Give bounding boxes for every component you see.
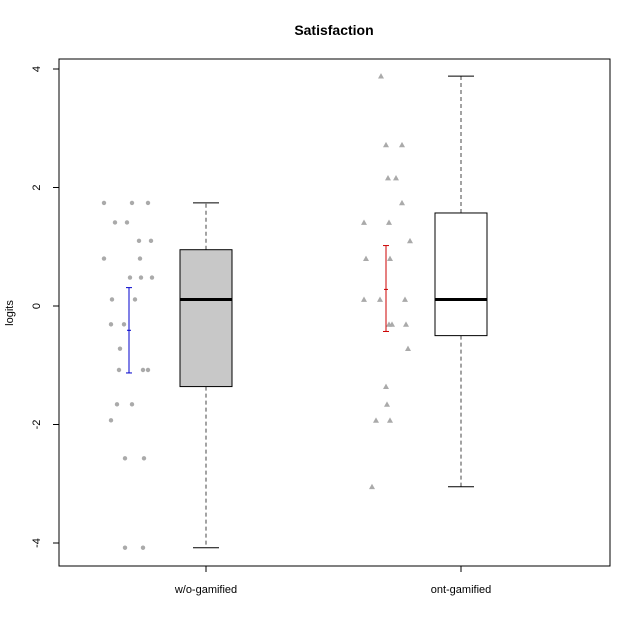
data-point — [387, 417, 393, 423]
chart-title: Satisfaction — [294, 22, 373, 38]
data-point — [145, 200, 151, 206]
data-point — [145, 367, 151, 373]
data-point — [361, 296, 367, 302]
data-point — [140, 545, 146, 550]
data-point — [369, 483, 375, 490]
data-point — [112, 220, 118, 225]
interval-bar-2 — [383, 245, 389, 332]
points-1 — [101, 200, 155, 550]
box-2 — [434, 75, 488, 488]
data-point — [403, 321, 409, 327]
x-tick-label: ont-gamified — [431, 584, 492, 596]
plot-frame — [58, 58, 611, 567]
y-tick-label: -4 — [31, 538, 43, 548]
data-point — [373, 417, 379, 423]
data-point — [117, 346, 123, 351]
data-point — [122, 456, 128, 461]
data-point — [129, 402, 135, 407]
box-iqr — [179, 249, 233, 388]
data-point — [141, 456, 147, 461]
x-tick-label: w/o-gamified — [174, 584, 237, 596]
data-point — [384, 401, 390, 407]
data-point — [385, 175, 391, 181]
data-point — [383, 141, 389, 148]
data-point — [101, 256, 107, 261]
data-point — [389, 321, 395, 327]
y-axis-label: logits — [4, 300, 16, 326]
data-point — [101, 200, 107, 206]
box-iqr — [434, 212, 488, 337]
data-point — [363, 255, 369, 261]
data-point — [132, 297, 138, 302]
data-point — [399, 141, 405, 148]
data-point — [149, 275, 155, 280]
data-point — [108, 418, 114, 423]
data-point — [137, 256, 143, 261]
data-point — [138, 275, 144, 280]
points-2 — [361, 73, 413, 490]
data-point — [108, 322, 114, 327]
data-point — [405, 345, 411, 352]
data-point — [377, 296, 383, 302]
data-point — [114, 402, 120, 407]
data-point — [407, 237, 413, 244]
data-point — [116, 367, 122, 373]
data-point — [402, 296, 408, 302]
data-point — [122, 545, 128, 550]
data-point — [121, 322, 127, 327]
data-point — [361, 219, 367, 225]
data-point — [399, 199, 405, 206]
data-point — [378, 73, 384, 79]
data-point — [393, 175, 399, 181]
data-point — [129, 200, 135, 206]
data-point — [387, 255, 393, 261]
y-tick-label: -2 — [31, 420, 43, 430]
data-point — [136, 238, 142, 244]
data-point — [109, 297, 115, 302]
data-point — [124, 220, 130, 225]
y-tick-label: 4 — [31, 66, 43, 72]
data-point — [127, 275, 133, 280]
y-tick-label: 2 — [31, 184, 43, 190]
data-point — [386, 219, 392, 225]
interval-bar-1 — [126, 287, 132, 374]
y-tick-label: 0 — [31, 303, 43, 309]
data-point — [148, 238, 154, 244]
data-point — [383, 383, 389, 389]
data-point — [140, 367, 146, 373]
box-1 — [179, 202, 233, 549]
